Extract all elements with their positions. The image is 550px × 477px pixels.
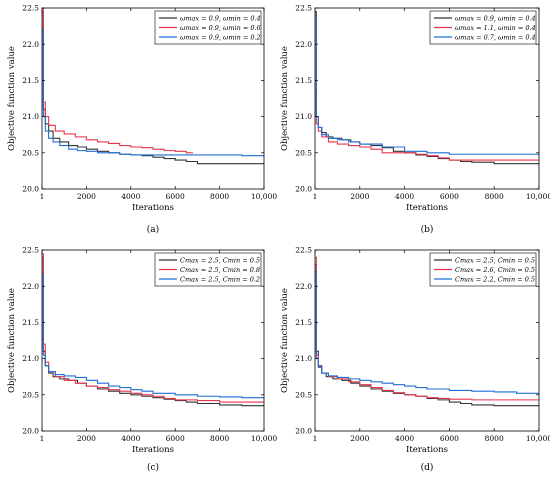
y-tick-label: 20.5 [22, 390, 39, 399]
y-tick-label: 20.5 [295, 148, 312, 157]
x-tick-label: 8000 [485, 192, 504, 201]
y-tick-label: 22.0 [295, 40, 312, 49]
y-tick-label: 22.0 [295, 282, 312, 291]
series-line-3 [315, 271, 539, 394]
legend: ωmax = 0.9, ωmin = 0.4 ωmax = 0.9, ωmin =… [154, 10, 262, 45]
y-tick-label: 20.0 [22, 427, 39, 436]
y-tick-label: 22.5 [22, 4, 39, 13]
chart-panel-1: 1 2000 4000 6000 8000 10,000 20.0 20.5 21.0 21.5 2… [7, 4, 277, 235]
x-tick-label: 6000 [440, 434, 459, 443]
y-tick-label: 21.0 [295, 354, 312, 363]
x-tick-label: 1 [40, 192, 45, 201]
legend-entry-1: ωmax = 0.9, ωmin = 0.4 [455, 14, 536, 22]
x-axis-label: Iterations [406, 445, 448, 455]
x-tick-label: 4000 [121, 434, 140, 443]
x-tick-label: 8000 [210, 434, 229, 443]
legend-entry-3: Cmax = 2.2, Cmin = 0.5 [455, 275, 535, 283]
series-line-3 [315, 14, 540, 155]
legend-entry-1: Cmax = 2.5, Cmin = 0.5 [455, 256, 535, 264]
y-tick-label: 22.0 [22, 282, 39, 291]
legend-entry-2: Cmax = 2.6, Cmin = 0.5 [455, 266, 535, 274]
series-line-2 [315, 94, 539, 161]
series-line-1 [42, 256, 264, 407]
y-axis-label: Objective function value [280, 288, 290, 393]
y-tick-label: 21.0 [22, 354, 39, 363]
panel-label: (a) [147, 224, 159, 235]
legend-entry-2: Cmax = 2.5, Cmin = 0.8 [180, 266, 260, 274]
x-tick-label: 10,000 [251, 192, 277, 201]
plot-frame [314, 249, 540, 432]
x-tick-label: 2000 [77, 192, 96, 201]
x-tick-label: 2000 [77, 434, 96, 443]
series-line-3 [42, 274, 265, 399]
legend: Cmax = 2.5, Cmin = 0.5 Cmax = 2.5, Cmin =… [154, 252, 262, 287]
legend: Cmax = 2.5, Cmin = 0.5 Cmax = 2.6, Cmin =… [429, 252, 537, 287]
y-tick-label: 22.5 [295, 246, 312, 255]
x-tick-label: 2000 [350, 434, 369, 443]
y-axis-label: Objective function value [7, 288, 17, 393]
plot-frame [41, 249, 265, 432]
x-axis-label: Iterations [132, 203, 174, 213]
legend-entry-2: ωmax = 0.9, ωmin = 0.6 [180, 24, 261, 32]
x-tick-label: 6000 [440, 192, 459, 201]
y-tick-label: 20.0 [295, 185, 312, 194]
x-axis-label: Iterations [406, 203, 448, 213]
y-tick-label: 20.0 [295, 427, 312, 436]
x-tick-label: 6000 [166, 192, 185, 201]
x-tick-label: 4000 [395, 434, 414, 443]
y-tick-label: 20.5 [295, 390, 312, 399]
y-axis-label: Objective function value [7, 46, 17, 151]
x-tick-label: 6000 [166, 434, 185, 443]
series-line-1 [42, 11, 264, 165]
legend-entry-3: ωmax = 0.9, ωmin = 0.2 [180, 33, 261, 41]
x-tick-label: 4000 [395, 192, 414, 201]
chart-panel-2: 1 2000 4000 6000 8000 10,000 20.0 20.5 21.0 21.5 2… [280, 4, 550, 235]
x-tick-label: 1 [313, 192, 318, 201]
y-tick-label: 22.0 [22, 40, 39, 49]
panel-label: (b) [421, 224, 434, 235]
plot-frame [41, 7, 265, 190]
x-tick-label: 8000 [210, 192, 229, 201]
x-tick-label: 4000 [121, 192, 140, 201]
legend-entry-1: ωmax = 0.9, ωmin = 0.4 [180, 14, 261, 22]
chart-panel-4: 1 2000 4000 6000 8000 10,000 20.0 20.5 21.0 21.5 2… [280, 246, 550, 473]
panel-label: (d) [421, 462, 434, 473]
x-tick-label: 2000 [350, 192, 369, 201]
y-tick-label: 21.5 [22, 76, 39, 85]
x-tick-label: 10,000 [526, 434, 550, 443]
legend-entry-1: Cmax = 2.5, Cmin = 0.5 [180, 256, 260, 264]
y-tick-label: 21.5 [295, 318, 312, 327]
y-tick-label: 22.5 [22, 246, 39, 255]
y-tick-label: 21.5 [295, 76, 312, 85]
series-line-3 [42, 29, 264, 157]
x-tick-label: 1 [40, 434, 45, 443]
panel-label: (c) [147, 462, 159, 473]
legend-entry-2: ωmax = 1.1, ωmin = 0.4 [455, 24, 536, 32]
x-tick-label: 1 [313, 434, 318, 443]
legend-entry-3: Cmax = 2.5, Cmin = 0.2 [180, 275, 260, 283]
y-tick-label: 20.5 [22, 148, 39, 157]
x-axis-label: Iterations [132, 445, 174, 455]
chart-panel-3: 1 2000 4000 6000 8000 10,000 20.0 20.5 21.0 21.5 2… [7, 246, 277, 473]
x-tick-label: 10,000 [526, 192, 550, 201]
legend: ωmax = 0.9, ωmin = 0.4 ωmax = 1.1, ωmin =… [429, 10, 537, 45]
x-tick-label: 8000 [485, 434, 504, 443]
y-tick-label: 21.5 [22, 318, 39, 327]
y-tick-label: 22.5 [295, 4, 312, 13]
series-line-2 [42, 7, 193, 154]
legend-entry-3: ωmax = 0.7, ωmin = 0.4 [455, 33, 536, 41]
x-tick-label: 10,000 [251, 434, 277, 443]
y-tick-label: 21.0 [295, 112, 312, 121]
y-tick-label: 21.0 [22, 112, 39, 121]
plot-frame [314, 7, 540, 190]
y-axis-label: Objective function value [280, 46, 290, 151]
y-tick-label: 20.0 [22, 185, 39, 194]
